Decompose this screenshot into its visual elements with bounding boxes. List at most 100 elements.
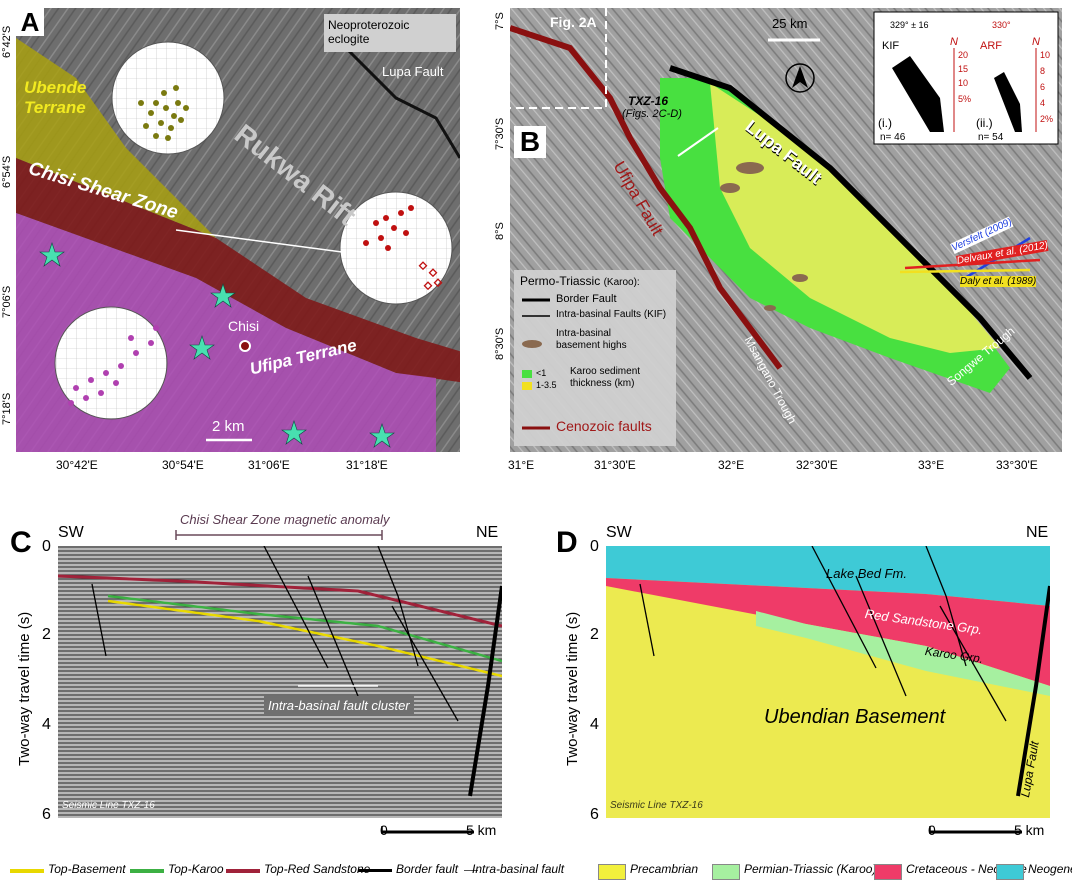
- c-ylabel: Two-way travel time (s): [16, 611, 33, 766]
- karoo-unit: [756, 611, 1050, 696]
- legend-swatch-neogene: [996, 864, 1024, 880]
- eclogite-legend-box: Neoproterozoic eclogite: [324, 14, 456, 52]
- legend-label-karoo: Permian-Triassic (Karoo): [744, 862, 877, 876]
- eclogite-star-icon: [210, 283, 236, 308]
- txz-16-label: TXZ-16: [628, 94, 669, 108]
- d-ytick: 6: [590, 806, 599, 823]
- d-ytick: 0: [590, 538, 599, 555]
- legend-line-intra-fault: [464, 870, 478, 871]
- c-anomaly-bracket: [175, 530, 383, 540]
- d-scale-5: 5 km: [1014, 822, 1045, 838]
- stereonet-ubende: [111, 41, 225, 155]
- b-lat-tick: 8°30'S: [494, 327, 506, 360]
- c-scale-0: 0: [380, 822, 388, 838]
- top-red-sandstone-horizon: [58, 574, 502, 628]
- a-lon-tick: 31°18'E: [346, 458, 388, 472]
- panel-letter-d: D: [556, 526, 578, 559]
- b-legend-intra: Intra-basinal Faults (KIF): [556, 309, 667, 320]
- rose-ii-tick: 2%: [1040, 114, 1054, 124]
- c-scale-5: 5 km: [466, 822, 497, 838]
- d-sw-label: SW: [606, 524, 632, 541]
- rose-i: [892, 56, 944, 132]
- intra-fault-c: [307, 575, 359, 697]
- c-anomaly-label: Chisi Shear Zone magnetic anomaly: [180, 512, 390, 527]
- rose-ii-north: N: [1032, 36, 1040, 48]
- b-lat-tick: 8°S: [494, 222, 506, 240]
- rose-ii-tick: 4: [1040, 98, 1046, 108]
- d-line-label: Seismic Line TXZ-16: [610, 800, 703, 811]
- rose-i-north: N: [950, 36, 958, 48]
- c-ytick: 6: [42, 806, 51, 823]
- legend-line-top-red-sandstone: [226, 869, 260, 873]
- north-arrow-icon: [792, 66, 808, 88]
- b-legend-title-sub: (Karoo):: [603, 277, 640, 288]
- b-lon-tick: 31°E: [508, 458, 535, 472]
- lupa-fault-label-a: Lupa Fault: [382, 64, 444, 79]
- karoo-basin-thick: [710, 83, 1000, 353]
- ubende-terrane: [16, 38, 216, 238]
- legend-line-top-basement: [10, 869, 44, 873]
- panel-a-map: [16, 8, 460, 452]
- b-lon-tick: 33°30'E: [996, 458, 1038, 472]
- a-lat-tick: 6°42'S: [1, 25, 13, 58]
- fig2a-label: Fig. 2A: [550, 14, 597, 30]
- intra-fault-c: [377, 546, 419, 667]
- c-sw-label: SW: [58, 524, 84, 541]
- panel-letter-a: A: [16, 8, 44, 36]
- b-lon-tick: 31°30'E: [594, 458, 636, 472]
- legend-swatch-cretaceous: [874, 864, 902, 880]
- rose-ii-tick: 8: [1040, 66, 1046, 76]
- daly-label: Daly et al. (1989): [960, 276, 1037, 287]
- rose-ii-n: n= 54: [978, 132, 1004, 143]
- panel-b: B Fig. 2A 25 km TXZ-16 (Figs. 2C-D) Lupa…: [510, 8, 1062, 452]
- panel-d-seismic: Lake Bed Fm. Red Sandstone Grp. Karoo Gr…: [606, 546, 1050, 818]
- rose-i-tick: 5%: [958, 94, 972, 104]
- rose-i-tick: 20: [958, 50, 969, 60]
- lupa-fault-line: [344, 46, 460, 159]
- eclogite-star-icon: [281, 420, 307, 445]
- a-lat-tick: 6°54'S: [1, 155, 13, 188]
- rose-i-tick: 15: [958, 64, 969, 74]
- ubende-terrane-label: Ubende Terrane: [24, 78, 87, 117]
- panel-letter-b: B: [514, 126, 546, 158]
- b-lon-tick: 32°30'E: [796, 458, 838, 472]
- b-legend-title: Permo-Triassic (Karoo):: [520, 274, 640, 288]
- border-fault-c: [468, 585, 502, 797]
- ufipa-fault-line: [510, 25, 783, 370]
- rose-i-name: KIF: [882, 40, 900, 52]
- b-legend-border: Border Fault: [556, 293, 617, 305]
- c-cluster-label: Intra-basinal fault cluster: [264, 696, 414, 715]
- c-ytick: 0: [42, 538, 51, 555]
- top-basement-horizon: [107, 599, 502, 678]
- fig2a-box: [510, 8, 607, 109]
- panel-c-svg: [58, 546, 502, 818]
- legend-line-border-fault: [358, 869, 392, 872]
- legend-label-top-karoo: Top-Karoo: [168, 862, 224, 876]
- ubendian-label: Ubendian Basement: [764, 706, 946, 728]
- chisi-shear-zone: [16, 158, 460, 383]
- rose-ii: [994, 72, 1022, 132]
- rose-i-dir: 329° ± 16: [890, 20, 929, 30]
- d-ylabel: Two-way travel time (s): [564, 611, 581, 766]
- d-ytick: 2: [590, 626, 599, 643]
- stereonet-leader: [175, 229, 343, 253]
- top-karoo-horizon: [107, 594, 502, 663]
- a-lon-tick: 30°42'E: [56, 458, 98, 472]
- panel-c-seismic: Intra-basinal fault cluster Seismic Line…: [58, 546, 502, 818]
- b-legend-highs-2: basement highs: [556, 340, 627, 351]
- c-line-label: Seismic Line TXZ-16: [62, 800, 155, 811]
- legend-swatch-precambrian: [598, 864, 626, 880]
- legend-units: Precambrian Permian-Triassic (Karoo) Cre…: [598, 862, 1072, 880]
- rose-i-label: (i.): [878, 116, 892, 130]
- panel-a: A Neoproterozoic eclogite Ubende Terrane…: [16, 8, 460, 452]
- legend-label-neogene: Neogene: [1028, 862, 1072, 876]
- a-lat-tick: 7°06'S: [1, 285, 13, 318]
- legend-label-top-red-sandstone: Top-Red Sandstone: [264, 862, 371, 876]
- b-legend-thick-1: Karoo sediment: [570, 366, 641, 377]
- a-lat-tick: 7°18'S: [1, 392, 13, 425]
- eclogite-star-icon: [369, 423, 395, 448]
- b-lon-tick: 33°E: [918, 458, 945, 472]
- b-legend-highs-1: Intra-basinal: [556, 328, 612, 339]
- a-lon-tick: 30°54'E: [162, 458, 204, 472]
- legend-label-border-fault: Border fault: [396, 862, 459, 876]
